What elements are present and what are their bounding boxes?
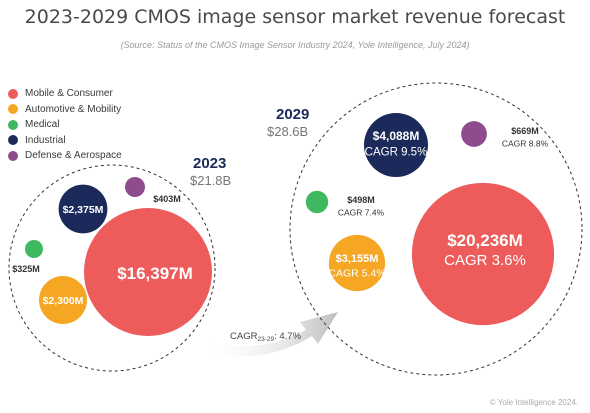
bubble-2029-defense <box>461 121 487 147</box>
year-label-2023: 2023 <box>193 155 227 172</box>
legend-label-defense: Defense & Aerospace <box>25 150 122 162</box>
bubble-2029-medical <box>305 190 329 214</box>
total-label-2029: $28.6B <box>267 124 309 139</box>
chart-title: 2023-2029 CMOS image sensor market reven… <box>24 6 566 28</box>
legend-dot-medical <box>8 119 18 130</box>
legend-dot-defense <box>8 150 18 161</box>
value-label-2029-automotive: $3,155M <box>336 253 379 265</box>
bubble-2023-defense <box>125 177 145 197</box>
value-label-2029-mobile: $20,236M <box>447 231 523 250</box>
year-label-2029: 2029 <box>276 106 310 123</box>
value-label-2023-medical: $325M <box>12 264 40 274</box>
copyright: © Yole Intelligence 2024. <box>489 398 578 407</box>
legend-dot-industrial <box>8 135 18 146</box>
legend-label-industrial: Industrial <box>25 134 66 146</box>
legend-label-mobile: Mobile & Consumer <box>25 88 113 100</box>
bubble-2023-automotive <box>39 276 87 324</box>
cagr-label-2029-automotive: CAGR 5.4% <box>328 268 385 280</box>
bubble-2023-mobile <box>84 208 212 336</box>
legend-dot-mobile <box>8 88 18 99</box>
bubble-2029-mobile <box>411 182 555 326</box>
year-ring-2023 <box>8 164 216 372</box>
value-label-2029-industrial: $4,088M <box>373 129 420 143</box>
cagr-label-2029-mobile: CAGR 3.6% <box>444 252 526 269</box>
overall-cagr-value: : 4.7% <box>274 331 301 342</box>
overall-cagr-subscript: 23-29 <box>257 336 274 343</box>
overall-cagr-label: CAGR23-29: 4.7% <box>230 331 302 343</box>
overall-cagr-prefix: CAGR <box>230 331 258 342</box>
cagr-label-2029-industrial: CAGR 9.5% <box>365 147 428 159</box>
legend-label-automotive: Automotive & Mobility <box>25 103 122 115</box>
chart-subtitle: (Source: Status of the CMOS Image Sensor… <box>120 40 470 50</box>
bubble-2023-industrial <box>58 184 108 234</box>
bubble-2029-industrial <box>364 113 428 177</box>
legend-item-automotive: Automotive & Mobility <box>8 102 122 118</box>
value-label-2029-defense: $669M <box>511 126 539 136</box>
legend-dot-automotive <box>8 104 18 115</box>
legend-item-defense: Defense & Aerospace <box>8 148 122 164</box>
value-label-2023-industrial: $2,375M <box>63 204 104 216</box>
value-label-2023-automotive: $2,300M <box>43 295 84 307</box>
bubble-2029-automotive <box>328 234 386 292</box>
total-label-2023: $21.8B <box>190 173 232 188</box>
year-ring-2029 <box>289 82 583 376</box>
legend-item-medical: Medical <box>8 117 122 133</box>
bubble-2023-medical <box>25 240 43 258</box>
growth-arrow <box>200 312 338 357</box>
value-label-2023-mobile: $16,397M <box>117 264 193 283</box>
legend-item-mobile: Mobile & Consumer <box>8 86 122 102</box>
legend-item-industrial: Industrial <box>8 133 122 149</box>
cagr-label-2029-defense: CAGR 8.8% <box>502 139 549 149</box>
legend-label-medical: Medical <box>25 119 60 131</box>
legend: Mobile & Consumer Automotive & Mobility … <box>8 86 122 164</box>
value-label-2023-defense: $403M <box>153 194 181 204</box>
value-label-2029-medical: $498M <box>347 195 375 205</box>
cagr-label-2029-medical: CAGR 7.4% <box>338 208 385 218</box>
